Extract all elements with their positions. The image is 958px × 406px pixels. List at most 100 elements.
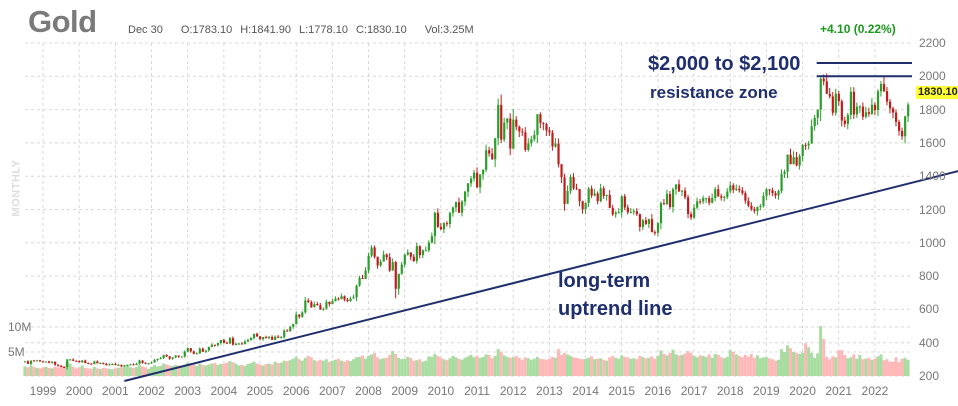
candle-body [602,188,605,196]
volume-bar [903,357,907,376]
volume-bar [134,366,138,376]
volume-bar [312,360,316,376]
volume-bar [508,357,512,376]
candle-body [126,364,129,366]
volume-bar [228,361,232,376]
candle-body [298,314,301,317]
candle-body [855,106,859,115]
candle-body [702,198,705,202]
y-tick-label: 1000 [919,235,946,250]
candle-body [75,360,78,362]
candle-body [898,121,901,131]
volume-bar [276,363,280,376]
last-price-label: 1830.10 [916,86,958,99]
candle-body [105,363,108,366]
candle-body [69,359,72,361]
x-tick-label: 2019 [753,384,780,398]
candle-body [406,252,409,255]
candle-body [717,189,720,197]
volume-bar [379,359,383,376]
candle-body [867,112,871,114]
candle-body [870,104,874,114]
candle-body [671,189,675,208]
close-value: C:1830.10 [355,24,407,36]
volume-bar [89,368,93,376]
candle-body [222,340,226,343]
volume-bar [773,360,777,376]
candle-body [400,264,403,274]
volume-bar [861,359,865,376]
volume-bar [502,355,506,376]
candle-body [907,104,910,117]
candle-body [177,355,180,357]
candle-body [729,185,732,192]
volume-bar [834,357,838,376]
volume-bar [35,367,39,376]
volume-bar [584,358,588,376]
volume-bar [192,364,196,376]
volume-bar [478,357,482,376]
candle-body [460,201,464,213]
volume-bar [225,362,229,376]
volume-bar [460,359,464,376]
volume-bar [544,359,548,376]
candle-body [687,197,690,214]
volume-bar [330,360,334,376]
candle-body [385,254,388,258]
open-value: O:1783.10 [180,24,233,36]
candle-body [593,193,596,196]
volume-bar [195,365,199,376]
candle-body [500,104,503,140]
volume-bar [348,361,352,376]
candle-body [656,223,660,233]
volume-bar [321,360,325,376]
candle-body [364,270,367,279]
x-tick-label: 2003 [174,384,202,398]
candle-body [644,220,648,224]
candle-body [32,360,36,362]
candle-body [539,114,542,124]
candle-body [159,358,162,360]
volume-bar [397,357,401,376]
candle-body [714,189,717,199]
volume-bar [770,359,774,376]
candle-body [551,132,554,147]
volume-bar [249,363,253,376]
x-tick-label: 2002 [138,384,165,398]
candle-body [482,169,485,175]
volume-bar [496,349,500,376]
candle-body [72,359,75,361]
volume-bar [764,357,768,376]
volume-bar [804,343,808,376]
volume-bar [810,352,814,376]
volume-bar [608,357,612,376]
candle-body [433,212,437,237]
candle-body [470,178,473,184]
candle-body [533,134,536,140]
candle-body [394,262,397,289]
candle-body [382,254,385,262]
volume-bar [568,355,572,376]
candle-body [147,363,150,365]
candle-body [397,273,400,289]
candle-body [744,193,747,201]
volume-bar [541,359,545,376]
volume-bar [333,359,337,376]
volume-bar [294,356,298,376]
volume-bar [463,357,467,376]
candle-body [352,297,355,299]
candle-body [274,336,277,340]
candle-body [801,145,804,157]
volume-value: Vol:3.25M [424,24,474,36]
candle-body [650,219,654,233]
candle-body [310,302,313,308]
candle-body [358,277,361,286]
candle-body [277,336,280,338]
candle-body [611,207,614,215]
candle-body [322,308,325,310]
volume-bar [490,358,494,376]
volume-bar [92,366,96,376]
candle-body [720,196,723,198]
volume-bar [309,357,313,376]
volume-bar [243,365,247,376]
